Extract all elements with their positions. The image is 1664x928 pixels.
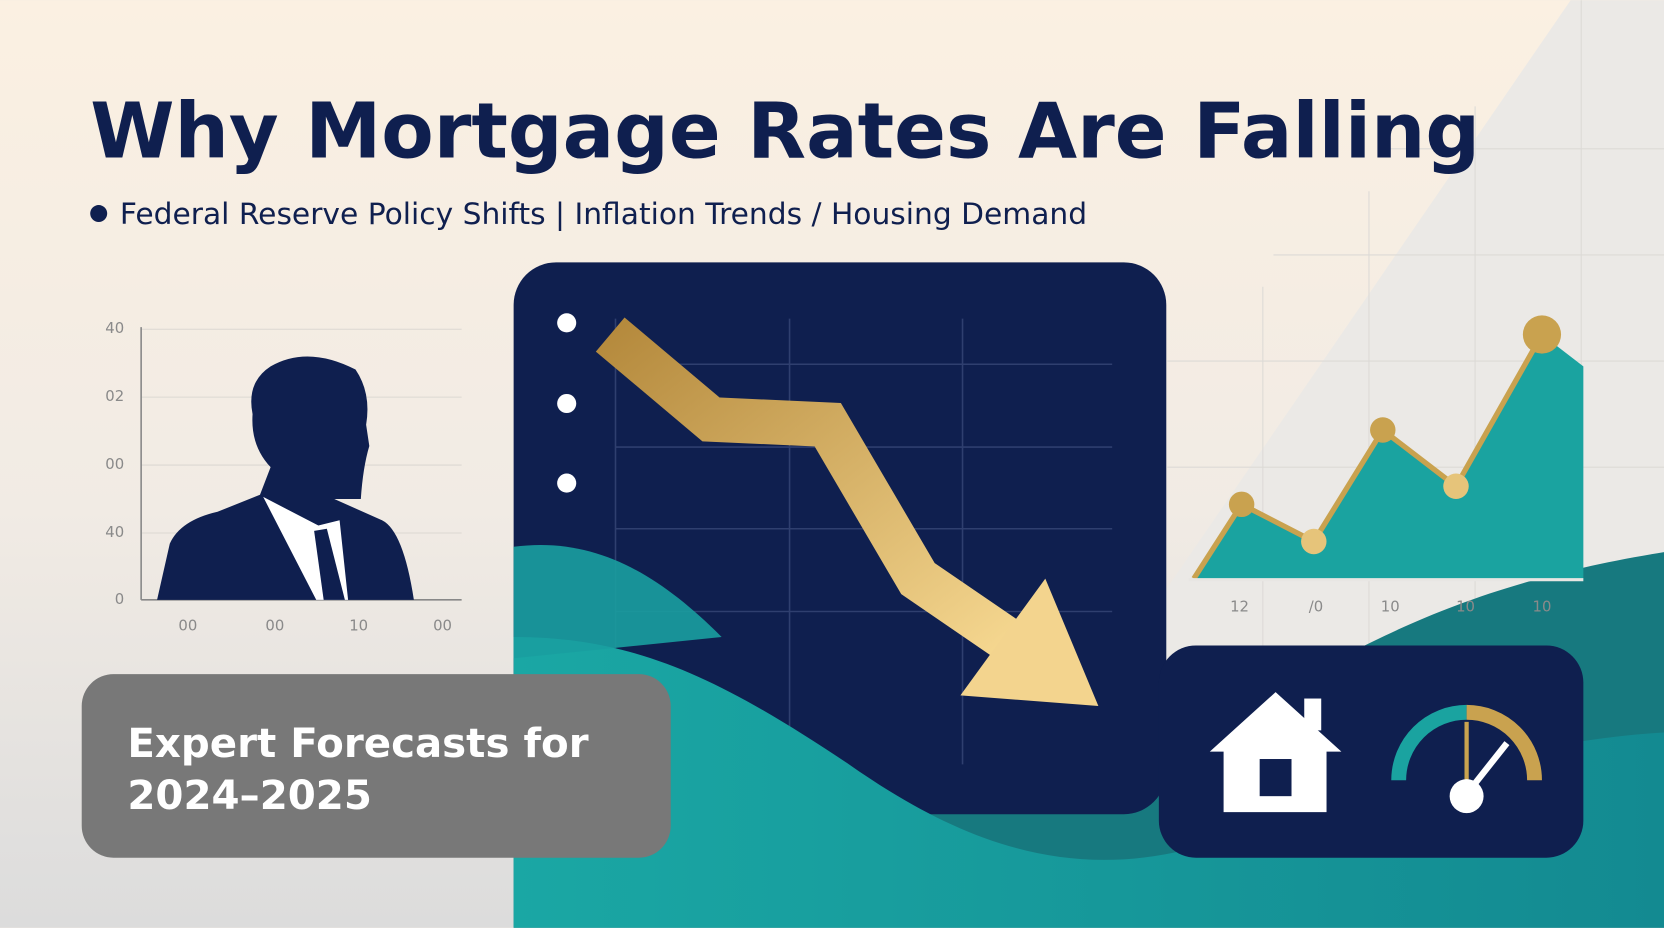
y-tick-label: 0: [115, 590, 124, 608]
x-tick-label: 10: [1381, 597, 1400, 615]
subtitle: Federal Reserve Policy Shifts | Inflatio…: [120, 197, 1087, 232]
wave: [513, 544, 722, 659]
x-tick-label: 10: [1533, 597, 1552, 615]
bullet: [90, 205, 108, 223]
points: [1228, 315, 1562, 555]
dot: [557, 473, 577, 493]
x-tick-label: 00: [178, 616, 197, 634]
dot: [557, 313, 577, 333]
callout-text: Expert Forecasts for: [127, 720, 588, 767]
gauge-icon: [1391, 704, 1542, 814]
down-arrow: [595, 317, 1099, 706]
x-tick-label: 12: [1230, 597, 1249, 615]
line: [1191, 333, 1545, 581]
area: [1193, 334, 1584, 579]
x-tick-label: 00: [433, 616, 452, 634]
y-tick-label: 40: [105, 523, 124, 541]
x-tick-label: 00: [265, 616, 284, 634]
dot: [557, 393, 577, 414]
title: Why Mortgage Rates Are Falling: [90, 87, 1480, 176]
person-silhouette: [157, 356, 414, 600]
y-tick-label: 02: [105, 387, 124, 405]
x-tick-label: 10: [349, 616, 368, 634]
x-tick-label: /0: [1309, 597, 1323, 615]
y-tick-label: 00: [105, 455, 124, 473]
house-icon: [1209, 692, 1342, 813]
callout-text: 2024–2025: [127, 772, 372, 819]
x-tick-label: 10: [1456, 597, 1475, 615]
y-tick-label: 40: [105, 319, 124, 337]
callout-box: [81, 674, 671, 858]
